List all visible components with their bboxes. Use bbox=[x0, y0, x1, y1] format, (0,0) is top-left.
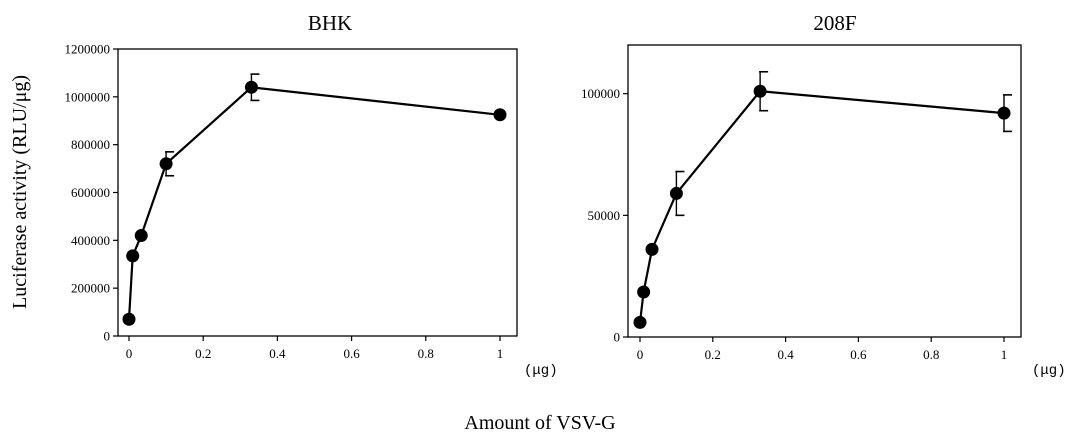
y-tick-label-bhk: 0 bbox=[104, 329, 111, 344]
x-tick-label-bhk: 0.4 bbox=[269, 346, 286, 361]
x-tick-label-208f: 0.8 bbox=[923, 347, 939, 362]
plot-frame-bhk bbox=[117, 48, 518, 337]
y-axis-title: Luciferase activity (RLU/μg) bbox=[9, 75, 31, 309]
data-point-bhk bbox=[126, 249, 140, 263]
data-point-208f bbox=[637, 285, 651, 299]
panel-208f: 208F (μg) 0 50000 100000 0 0.2 0.4 0.6 0.8 1 bbox=[581, 11, 1066, 379]
data-point-bhk bbox=[122, 312, 136, 326]
x-unit-label-208f: (μg) bbox=[1032, 363, 1066, 379]
x-tick-label-208f: 0.6 bbox=[850, 347, 867, 362]
x-tick-label-208f: 1 bbox=[1001, 347, 1008, 362]
panel-title-bhk: BHK bbox=[308, 11, 352, 35]
data-point-bhk bbox=[493, 108, 507, 122]
x-axis-title: Amount of VSV-G bbox=[464, 412, 615, 434]
y-tick-label-bhk: 800000 bbox=[71, 137, 110, 152]
y-tick-label-bhk: 1000000 bbox=[65, 89, 111, 104]
data-point-bhk bbox=[159, 157, 173, 171]
y-tick-label-bhk: 1200000 bbox=[65, 42, 111, 57]
y-tick-label-bhk: 400000 bbox=[71, 233, 110, 248]
panel-title-208f: 208F bbox=[813, 11, 856, 35]
y-tick-label-208f: 50000 bbox=[588, 208, 621, 223]
data-point-bhk bbox=[134, 229, 148, 243]
y-tick-label-208f: 100000 bbox=[581, 86, 620, 101]
x-tick-label-bhk: 0 bbox=[126, 346, 133, 361]
data-point-208f bbox=[633, 315, 647, 329]
x-tick-label-bhk: 0.8 bbox=[418, 346, 434, 361]
x-tick-label-bhk: 1 bbox=[497, 346, 504, 361]
series-line-208f bbox=[638, 90, 1005, 323]
y-tick-label-bhk: 200000 bbox=[71, 281, 110, 296]
panel-bhk: BHK (μg) 0 200000 400000 600000 800000 100000… bbox=[65, 11, 558, 379]
x-tick-label-208f: 0.4 bbox=[777, 347, 794, 362]
x-tick-label-208f: 0 bbox=[637, 347, 644, 362]
data-point-208f bbox=[753, 84, 767, 98]
y-tick-label-208f: 0 bbox=[614, 330, 621, 345]
data-point-bhk bbox=[244, 80, 258, 94]
plot-frame-208f bbox=[627, 44, 1022, 338]
x-tick-label-bhk: 0.2 bbox=[195, 346, 211, 361]
data-point-208f bbox=[645, 242, 659, 256]
x-tick-label-bhk: 0.6 bbox=[343, 346, 360, 361]
x-tick-label-208f: 0.2 bbox=[705, 347, 721, 362]
y-tick-label-bhk: 600000 bbox=[71, 185, 110, 200]
data-point-208f bbox=[997, 106, 1011, 120]
series-line-bhk bbox=[127, 86, 501, 320]
x-unit-label-bhk: (μg) bbox=[524, 363, 558, 379]
data-point-208f bbox=[669, 186, 683, 200]
